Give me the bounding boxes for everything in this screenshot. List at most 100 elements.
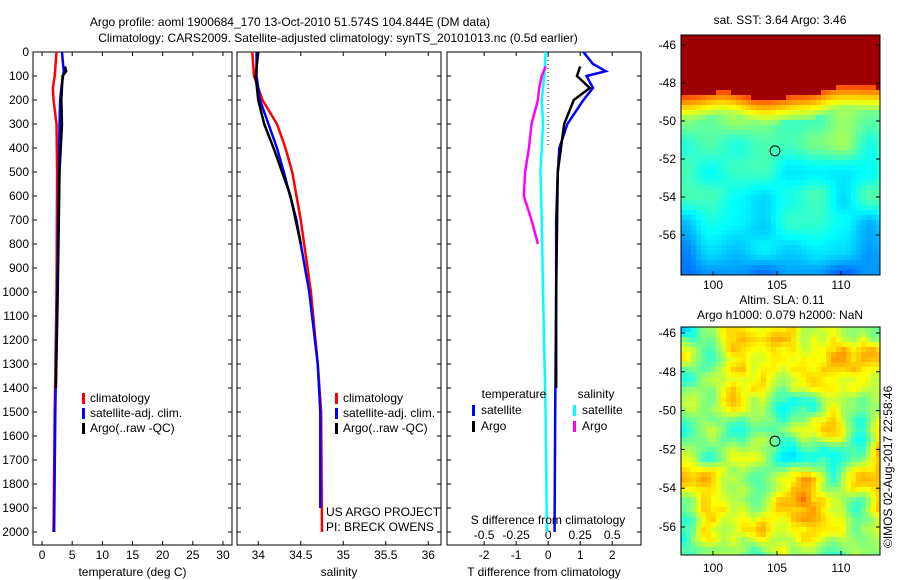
map-cell <box>741 552 746 555</box>
map-cell <box>836 70 841 75</box>
map-cell <box>731 145 736 150</box>
map-cell <box>811 472 816 477</box>
map-cell <box>796 245 801 250</box>
map-cell <box>761 245 766 250</box>
map-cell <box>681 497 686 502</box>
map-cell <box>696 337 701 342</box>
map-cell <box>746 462 751 467</box>
map-cell <box>696 472 701 477</box>
map-cell <box>836 120 841 125</box>
map-cell <box>766 487 771 492</box>
map-cell <box>741 367 746 372</box>
map-cell <box>856 95 861 100</box>
map-cell <box>756 85 761 90</box>
map-cell <box>741 230 746 235</box>
map-cell <box>686 60 691 65</box>
map-cell <box>681 427 686 432</box>
map-cell <box>876 402 880 407</box>
map-cell <box>716 432 721 437</box>
map-cell <box>716 205 721 210</box>
map-cell <box>866 512 871 517</box>
map-cell <box>776 527 781 532</box>
map-cell <box>761 55 766 60</box>
map-cell <box>716 215 721 220</box>
map-cell <box>836 412 841 417</box>
map-cell <box>821 357 826 362</box>
map-cell <box>821 442 826 447</box>
map-cell <box>741 427 746 432</box>
map-cell <box>721 60 726 65</box>
map-cell <box>771 160 776 165</box>
map-cell <box>686 517 691 522</box>
map-cell <box>816 372 821 377</box>
map-cell <box>876 90 880 95</box>
map-cell <box>711 457 716 462</box>
map-cell <box>696 235 701 240</box>
map-cell <box>706 377 711 382</box>
map-cell <box>866 120 871 125</box>
map-cell <box>756 457 761 462</box>
map-cell <box>806 135 811 140</box>
map-cell <box>856 115 861 120</box>
map-cell <box>851 45 856 50</box>
map-cell <box>736 185 741 190</box>
map-cell <box>801 55 806 60</box>
map-cell <box>686 75 691 80</box>
map-cell <box>781 437 786 442</box>
map-cell <box>801 332 806 337</box>
map-cell <box>861 205 866 210</box>
map-cell <box>681 467 686 472</box>
map-cell <box>696 512 701 517</box>
map-cell <box>706 337 711 342</box>
map-cell <box>701 265 706 270</box>
map-cell <box>811 327 816 332</box>
map-cell <box>716 327 721 332</box>
map-cell <box>836 487 841 492</box>
map-cell <box>851 240 856 245</box>
map-cell <box>796 225 801 230</box>
map-cell <box>696 477 701 482</box>
map-cell <box>781 230 786 235</box>
map-cell <box>716 382 721 387</box>
map-cell <box>831 512 836 517</box>
map-cell <box>866 60 871 65</box>
map-cell <box>841 265 846 270</box>
map-cell <box>746 532 751 537</box>
map-cell <box>816 482 821 487</box>
map-cell <box>736 452 741 457</box>
map-cell <box>741 547 746 552</box>
map-cell <box>701 402 706 407</box>
map-cell <box>761 512 766 517</box>
map-cell <box>706 260 711 265</box>
map-cell <box>746 270 751 275</box>
map-cell <box>796 497 801 502</box>
map-cell <box>736 195 741 200</box>
map-cell <box>761 200 766 205</box>
map-cell <box>786 250 791 255</box>
map-cell <box>786 55 791 60</box>
map-cell <box>766 85 771 90</box>
map-cell <box>836 260 841 265</box>
map-cell <box>861 462 866 467</box>
map-cell <box>816 337 821 342</box>
map-cell <box>696 372 701 377</box>
map-cell <box>696 220 701 225</box>
map-cell <box>686 432 691 437</box>
map-cell <box>756 140 761 145</box>
map-cell <box>861 70 866 75</box>
map-cell <box>811 347 816 352</box>
legend-swatch <box>335 423 338 434</box>
map-cell <box>746 517 751 522</box>
map-cell <box>776 552 781 555</box>
map-cell <box>711 265 716 270</box>
map-cell <box>761 457 766 462</box>
map-cell <box>776 542 781 547</box>
map-cell <box>766 377 771 382</box>
map-cell <box>741 120 746 125</box>
map-cell <box>826 140 831 145</box>
map-cell <box>721 407 726 412</box>
map-cell <box>731 402 736 407</box>
map-cell <box>781 70 786 75</box>
map-cell <box>861 150 866 155</box>
map-cell <box>776 195 781 200</box>
